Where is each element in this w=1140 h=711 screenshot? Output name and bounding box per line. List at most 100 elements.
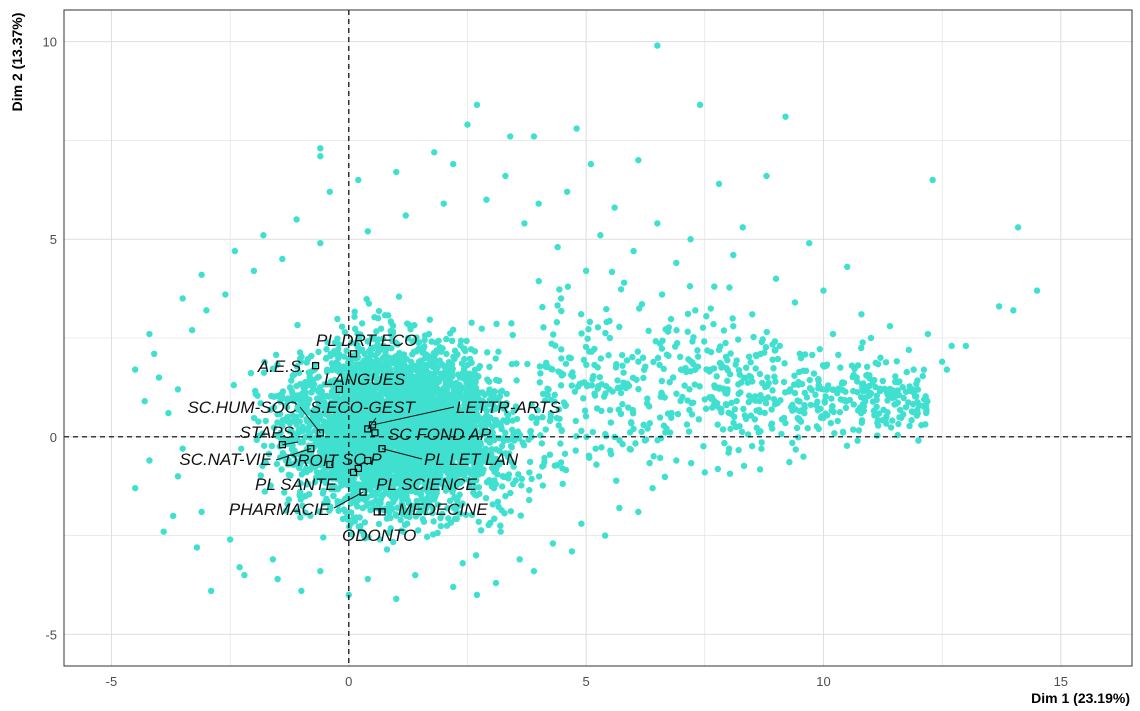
individual-point	[724, 367, 732, 374]
individual-point	[329, 391, 336, 398]
individual-point	[450, 583, 457, 591]
individual-point	[373, 357, 380, 364]
individual-point	[372, 497, 380, 504]
individual-point	[718, 364, 725, 371]
individual-point	[641, 437, 649, 444]
individual-point	[893, 358, 900, 365]
individual-point	[421, 343, 428, 350]
individual-point	[722, 339, 729, 347]
individual-point	[483, 196, 490, 203]
individual-point	[616, 504, 623, 512]
individual-point	[293, 216, 300, 223]
individual-point	[924, 330, 932, 338]
individual-point	[557, 459, 565, 466]
individual-point	[174, 386, 182, 393]
individual-point	[869, 379, 876, 386]
individual-point	[920, 366, 928, 373]
individual-point	[629, 374, 637, 381]
individual-point	[537, 432, 544, 439]
individual-point	[623, 357, 631, 364]
individual-point	[338, 323, 346, 330]
individual-point	[489, 501, 496, 508]
individual-point	[132, 366, 139, 373]
individual-point	[722, 389, 729, 397]
individual-point	[677, 366, 685, 373]
individual-point	[580, 395, 587, 402]
individual-point	[521, 220, 528, 227]
individual-point	[485, 521, 492, 529]
individual-point	[524, 360, 531, 368]
individual-point	[683, 421, 691, 428]
individual-point	[629, 353, 636, 361]
individual-point	[581, 407, 589, 414]
individual-point	[858, 311, 865, 318]
individual-point	[745, 392, 753, 399]
individual-point	[962, 342, 970, 350]
individual-point	[502, 492, 509, 500]
individual-point	[600, 393, 608, 400]
individual-point	[703, 313, 710, 320]
individual-point	[406, 462, 414, 470]
individual-point	[835, 351, 842, 359]
individual-point	[555, 422, 562, 429]
individual-point	[770, 365, 777, 372]
individual-point	[771, 338, 779, 345]
individual-point	[735, 381, 742, 388]
individual-point	[504, 411, 512, 419]
individual-point	[146, 457, 153, 464]
individual-point	[269, 365, 277, 372]
individual-point	[433, 347, 440, 354]
individual-point	[508, 360, 516, 368]
individual-point	[755, 406, 763, 414]
individual-point	[839, 379, 846, 386]
individual-point	[787, 386, 794, 393]
individual-point	[386, 443, 394, 450]
individual-point	[797, 418, 805, 425]
individual-point	[801, 409, 808, 417]
individual-point	[873, 403, 880, 411]
individual-point	[607, 447, 614, 454]
individual-point	[674, 410, 682, 418]
individual-point	[632, 440, 639, 447]
individual-point	[914, 410, 921, 417]
individual-point	[665, 324, 673, 331]
individual-point	[667, 315, 675, 323]
individual-point	[696, 101, 704, 109]
individual-point	[279, 255, 286, 263]
individual-point	[728, 410, 735, 418]
individual-point	[259, 430, 266, 437]
individual-point	[414, 399, 421, 406]
individual-point	[576, 380, 583, 388]
individual-point	[490, 391, 497, 398]
individual-point	[694, 353, 702, 360]
individual-point	[461, 355, 468, 363]
individual-point	[558, 355, 565, 362]
individual-point	[528, 401, 535, 408]
individual-point	[756, 370, 764, 378]
individual-point	[309, 385, 317, 393]
individual-point	[473, 101, 481, 109]
individual-point	[578, 330, 585, 337]
individual-point	[419, 349, 426, 356]
individual-point	[1033, 287, 1041, 294]
individual-points	[132, 42, 1041, 603]
individual-point	[620, 279, 628, 286]
individual-point	[363, 502, 370, 509]
individual-point	[656, 454, 664, 462]
individual-point	[551, 462, 558, 469]
individual-point	[611, 204, 618, 211]
individual-point	[203, 307, 210, 314]
individual-point	[512, 477, 519, 484]
individual-point	[839, 428, 847, 436]
individual-point	[828, 395, 835, 402]
individual-point	[298, 587, 305, 595]
individual-point	[634, 348, 641, 355]
individual-point	[686, 283, 694, 290]
individual-point	[772, 275, 780, 282]
individual-point	[643, 400, 651, 407]
individual-point	[557, 295, 565, 302]
individual-point	[913, 393, 920, 400]
individual-point	[530, 567, 538, 575]
individual-point	[406, 386, 414, 393]
individual-point	[272, 351, 280, 359]
